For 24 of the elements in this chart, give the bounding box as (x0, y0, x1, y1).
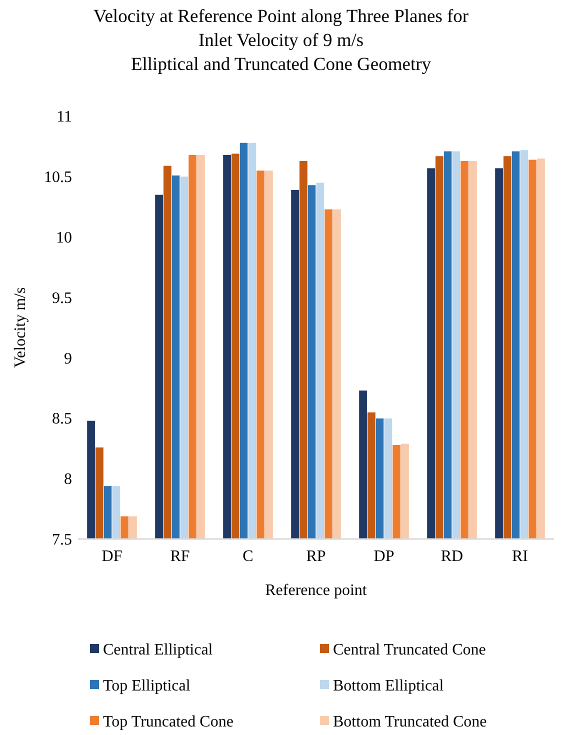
x-tick-label: RI (512, 548, 528, 565)
legend-label: Top Truncated Cone (103, 714, 234, 731)
x-axis-title: Reference point (265, 582, 368, 599)
x-tick-label: RP (306, 548, 326, 565)
y-axis-title: Velocity m/s (12, 287, 29, 368)
y-tick-label: 8.5 (52, 410, 72, 428)
legend-label: Central Truncated Cone (333, 642, 486, 659)
legend-label: Bottom Truncated Cone (333, 714, 487, 731)
y-tick-label: 7.5 (52, 532, 72, 549)
x-tick-label: DF (102, 548, 122, 565)
y-tick-label: 9.5 (52, 290, 72, 307)
y-tick-label: 10.5 (44, 169, 72, 186)
y-tick-label: 8 (64, 471, 72, 488)
x-tick-label: RF (170, 548, 190, 565)
x-tick-label: DP (374, 548, 394, 565)
chart-title: Velocity at Reference Point along Three Planes for Inlet Velocity of 9 m/s Elliptical and Truncated Cone Geometry (93, 7, 469, 75)
y-tick-label: 9 (64, 350, 72, 368)
x-tick-label: C (242, 548, 254, 565)
x-tick-label: RD (440, 548, 464, 565)
legend-label: Central Elliptical (103, 642, 214, 659)
legend-label: Top Elliptical (103, 678, 191, 695)
legend-label: Bottom Elliptical (333, 678, 444, 695)
y-tick-label: 11 (56, 108, 72, 126)
y-tick-label: 10 (56, 229, 72, 246)
